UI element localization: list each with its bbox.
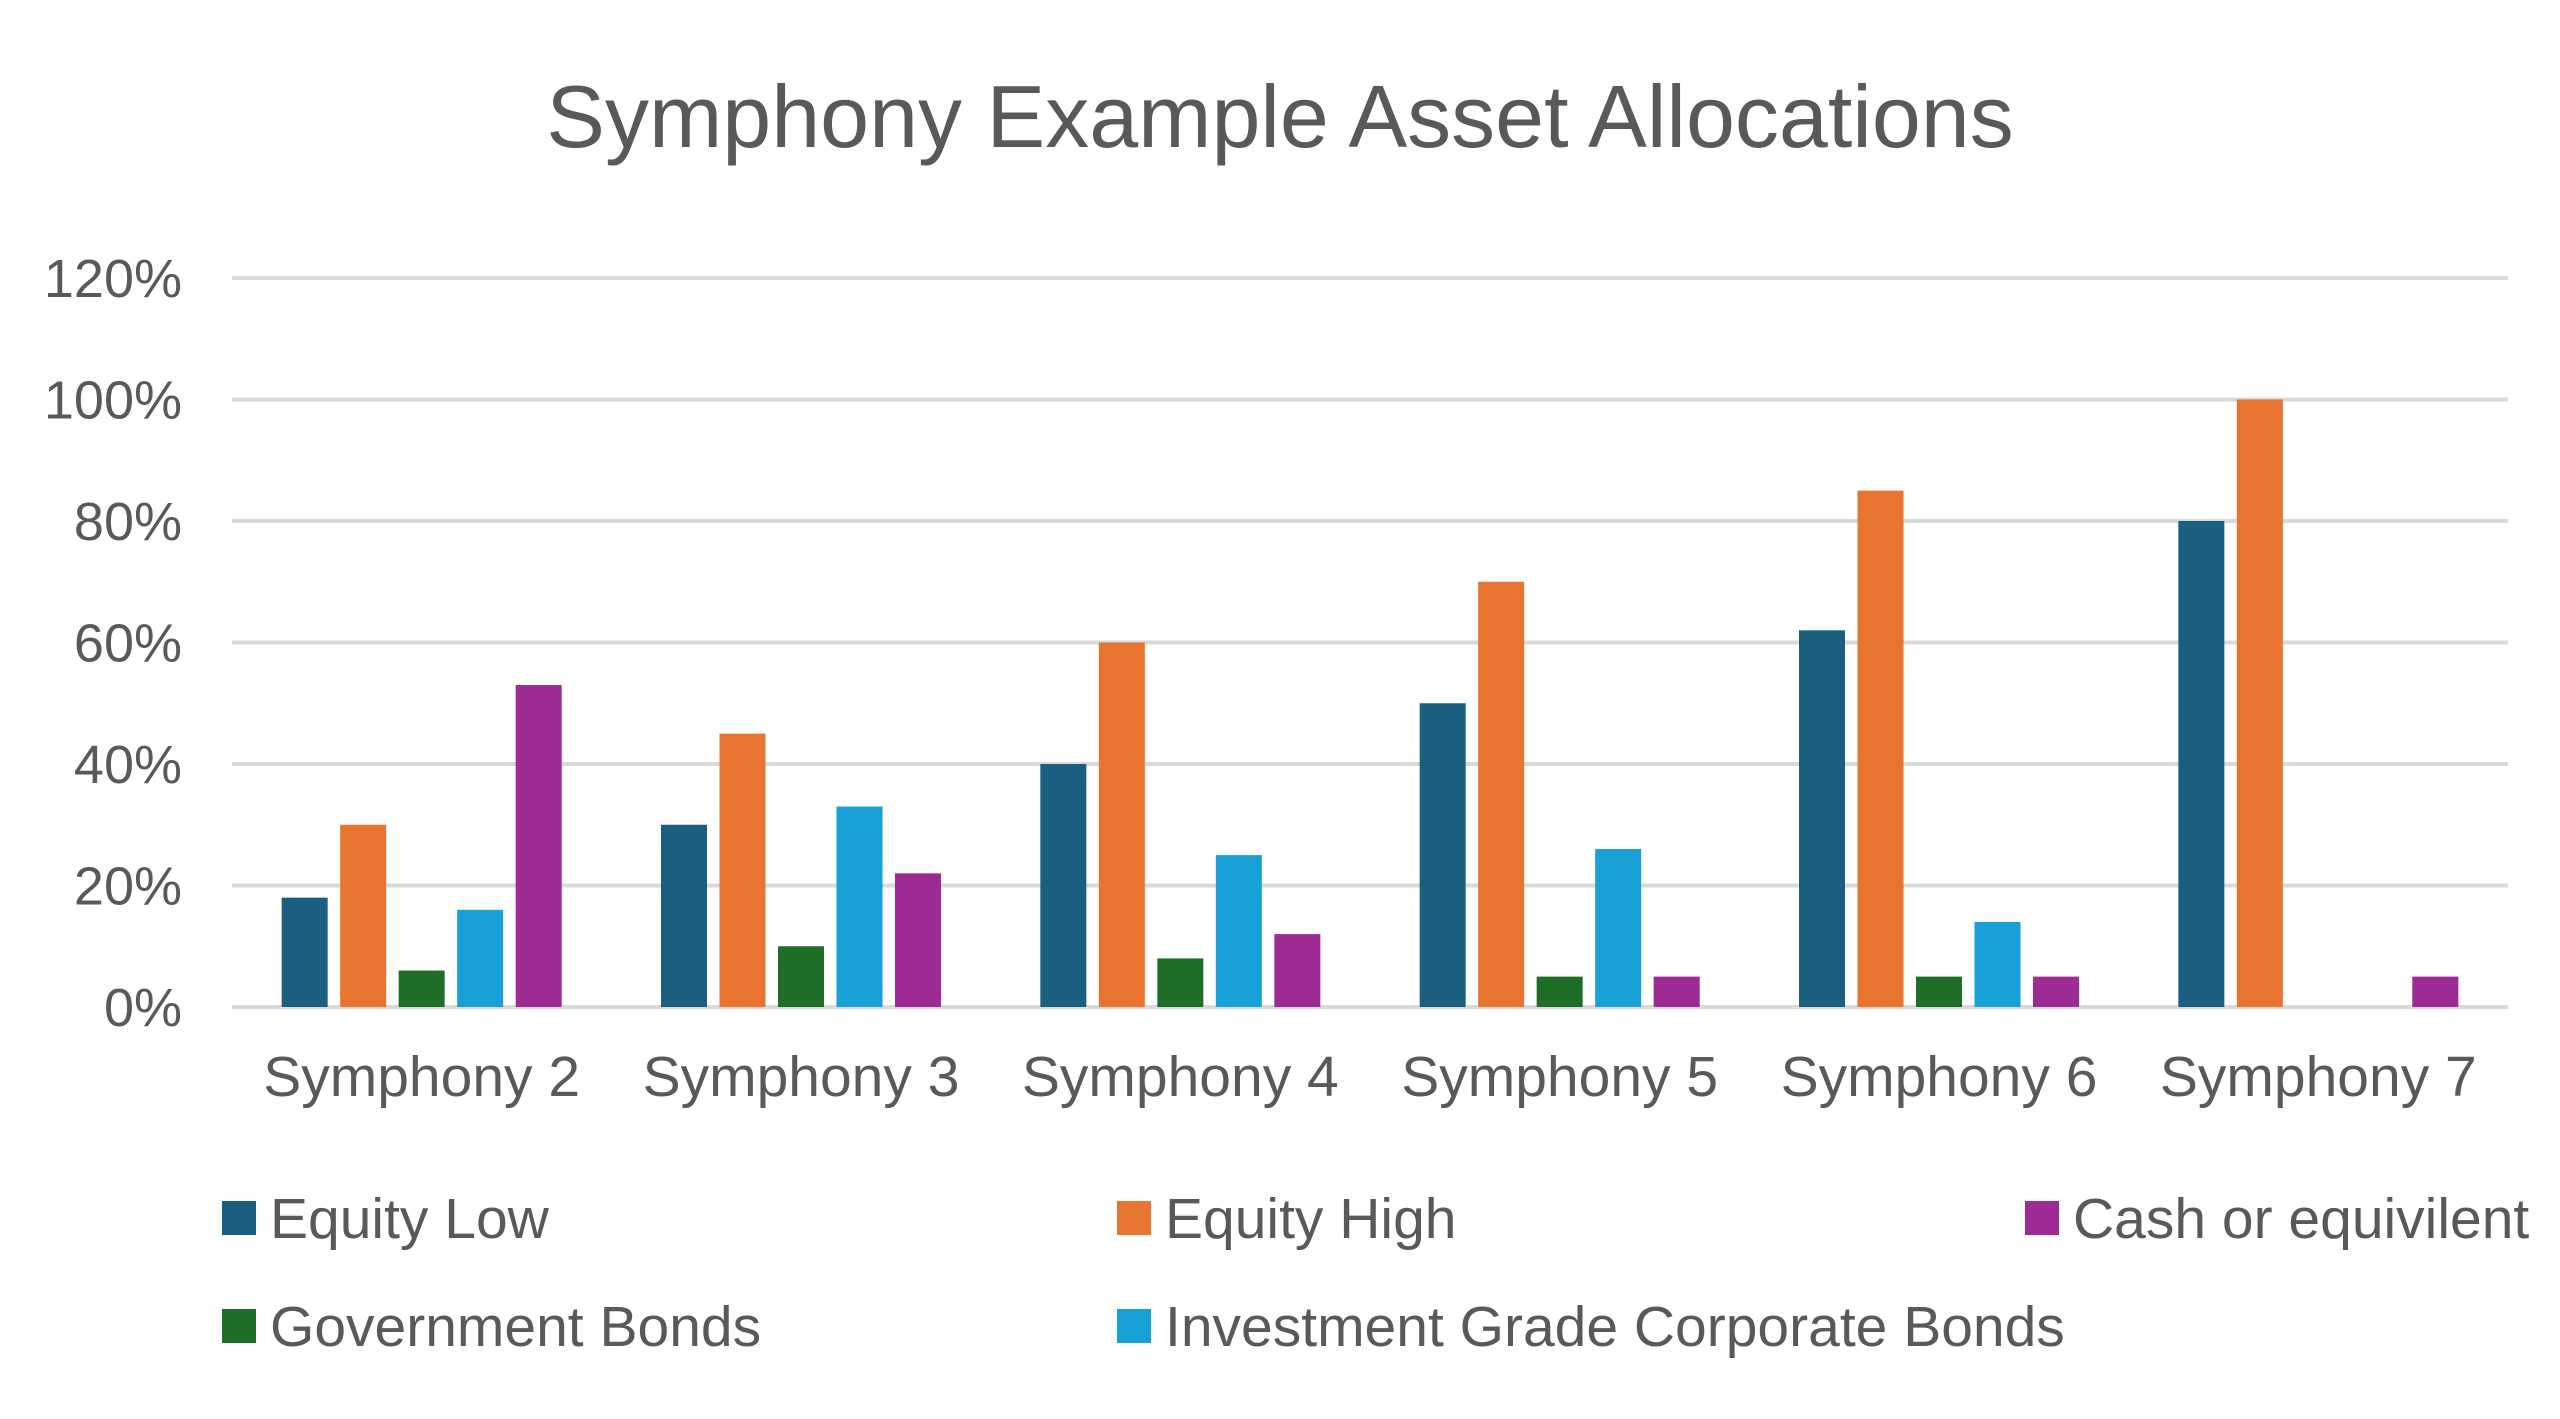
y-tick-label: 20% (74, 857, 182, 917)
y-tick-label: 60% (74, 614, 182, 674)
y-tick-label: 0% (104, 978, 182, 1038)
bar-cash-or-equivilent-symphony-5 (1653, 976, 1700, 1007)
bar-equity-low-symphony-2 (281, 897, 328, 1007)
bar-government-bonds-symphony-2 (398, 970, 445, 1007)
bar-equity-low-symphony-3 (661, 824, 707, 1007)
bar-cash-or-equivilent-symphony-3 (895, 873, 941, 1007)
bar-cash-or-equivilent-symphony-2 (515, 685, 562, 1007)
bar-investment-grade-corporate-bonds-symphony-5 (1595, 849, 1642, 1007)
bar-cash-or-equivilent-symphony-6 (2033, 976, 2079, 1007)
bars (281, 399, 2459, 1007)
legend-swatch-equity-low (222, 1201, 256, 1235)
bar-government-bonds-symphony-3 (778, 946, 824, 1007)
bar-equity-low-symphony-6 (1799, 630, 1845, 1007)
y-tick-label: 120% (44, 249, 182, 309)
bar-government-bonds-symphony-5 (1536, 976, 1583, 1007)
legend-label-cash-or-equivilent: Cash or equivilent (2073, 1187, 2529, 1251)
chart-title: Symphony Example Asset Allocations (546, 67, 2013, 166)
bar-equity-high-symphony-4 (1098, 642, 1145, 1007)
x-tick-label: Symphony 7 (2160, 1045, 2477, 1109)
legend-label-equity-high: Equity High (1165, 1187, 1457, 1251)
legend: Equity Low Equity High Cash or equivilent G… (222, 1187, 2529, 1359)
bar-equity-high-symphony-7 (2236, 399, 2283, 1007)
bar-investment-grade-corporate-bonds-symphony-6 (1974, 921, 2021, 1007)
bar-investment-grade-corporate-bonds-symphony-3 (836, 806, 883, 1007)
bar-investment-grade-corporate-bonds-symphony-4 (1215, 855, 1262, 1007)
legend-swatch-government-bonds (222, 1309, 256, 1343)
legend-label-government-bonds: Government Bonds (270, 1295, 761, 1359)
legend-label-investment-grade-corporate-bonds: Investment Grade Corporate Bonds (1165, 1295, 2065, 1359)
x-tick-label: Symphony 4 (1022, 1045, 1339, 1109)
bar-government-bonds-symphony-6 (1916, 976, 1962, 1007)
x-tick-label: Symphony 6 (1781, 1045, 2098, 1109)
y-tick-label: 40% (74, 735, 182, 795)
x-tick-label: Symphony 5 (1401, 1045, 1718, 1109)
y-tick-label: 80% (74, 492, 182, 552)
bar-equity-high-symphony-6 (1857, 490, 1904, 1007)
legend-swatch-cash-or-equivilent (2025, 1201, 2059, 1235)
bar-cash-or-equivilent-symphony-7 (2412, 976, 2459, 1007)
gridlines (232, 276, 2508, 1009)
bar-equity-high-symphony-3 (719, 733, 766, 1007)
bar-equity-low-symphony-7 (2178, 521, 2225, 1007)
x-tick-label: Symphony 3 (643, 1045, 960, 1109)
bar-investment-grade-corporate-bonds-symphony-2 (457, 909, 504, 1007)
bar-equity-high-symphony-5 (1478, 581, 1525, 1007)
bar-equity-high-symphony-2 (340, 824, 387, 1007)
x-axis-ticks: Symphony 2 Symphony 3 Symphony 4 Symphony 5… (263, 1045, 2477, 1109)
bar-cash-or-equivilent-symphony-4 (1274, 934, 1321, 1007)
bar-equity-low-symphony-4 (1040, 764, 1087, 1007)
bar-government-bonds-symphony-4 (1157, 958, 1204, 1007)
y-axis-ticks: 0% 20% 40% 60% 80% 100% 120% (44, 249, 182, 1038)
legend-swatch-equity-high (1117, 1201, 1151, 1235)
bar-equity-low-symphony-5 (1419, 703, 1466, 1007)
legend-swatch-investment-grade-corporate-bonds (1117, 1309, 1151, 1343)
legend-label-equity-low: Equity Low (270, 1187, 550, 1251)
y-tick-label: 100% (44, 371, 182, 431)
x-tick-label: Symphony 2 (263, 1045, 580, 1109)
